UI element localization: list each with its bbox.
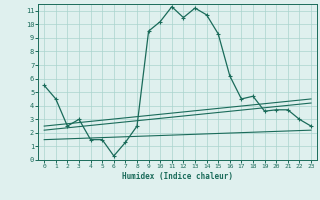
X-axis label: Humidex (Indice chaleur): Humidex (Indice chaleur) xyxy=(122,172,233,181)
